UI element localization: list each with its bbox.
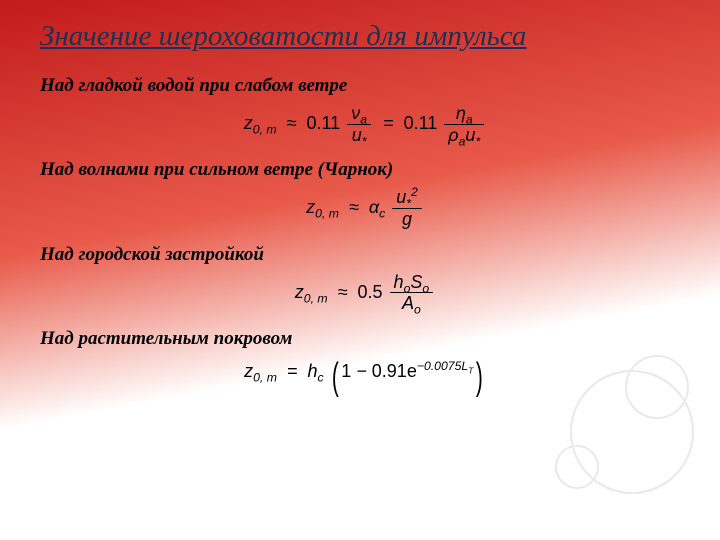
- slide-title: Значение шероховатости для импульса: [40, 20, 690, 53]
- equation-4: z0, m = hc (1 − 0.91e−0.0075LT): [40, 356, 690, 399]
- equation-1: z0, m ≈ 0.11 νa u* = 0.11 ηa ρau*: [40, 103, 690, 145]
- equation-2: z0, m ≈ αc u*2 g: [40, 187, 690, 229]
- equation-3: z0, m ≈ 0.5 hoSo Ao: [40, 272, 690, 314]
- caption-waves-charnock: Над волнами при сильном ветре (Чарнок): [40, 159, 690, 181]
- slide-content: Значение шероховатости для импульса Над …: [0, 0, 720, 429]
- caption-urban: Над городской застройкой: [40, 244, 690, 266]
- caption-smooth-water: Над гладкой водой при слабом ветре: [40, 75, 690, 97]
- caption-vegetation: Над растительным покровом: [40, 328, 690, 350]
